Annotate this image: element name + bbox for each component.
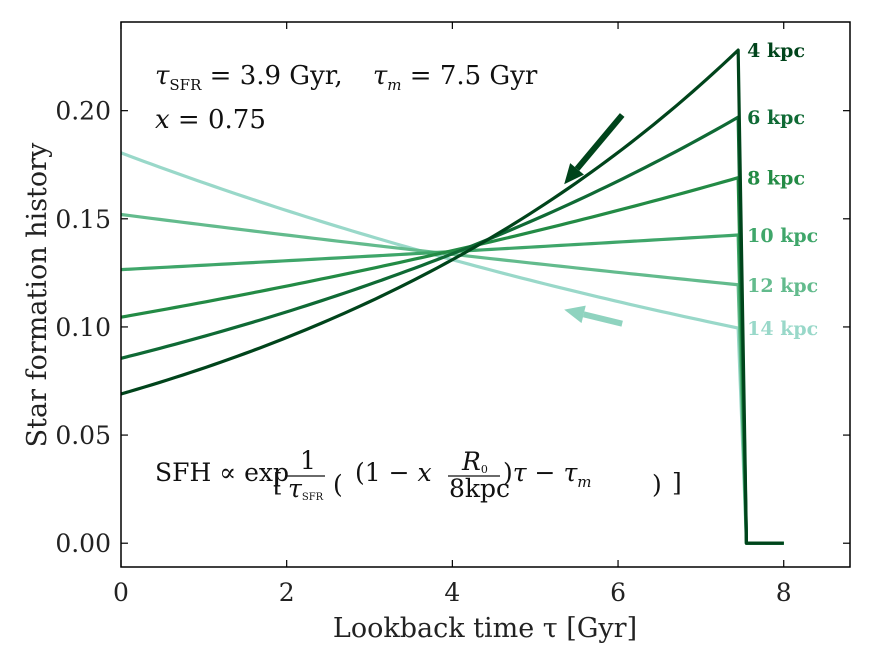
y-tick-label: 0.20 [55,97,111,126]
svg-text:R0: R0 [461,447,488,476]
y-axis-title: Star formation history [22,142,53,447]
series-line-6-kpc [120,115,784,545]
y-tick-label: 0.00 [55,529,111,558]
trend-arrow-1 [564,113,625,185]
y-tick-label: 0.15 [55,205,111,234]
svg-text:[: [ [273,468,283,497]
series-label-4-kpc: 4 kpc [747,40,805,62]
series-label-14-kpc: 14 kpc [747,318,818,340]
series-labels: 4 kpc 6 kpc 8 kpc 10 kpc 12 kpc 14 kpc [747,40,818,340]
svg-text:SFH ∝ exp: SFH ∝ exp [155,458,289,487]
series-label-6-kpc: 6 kpc [747,107,805,129]
svg-text:8kpc: 8kpc [449,474,510,503]
trend-arrow-2 [564,305,623,327]
svg-text:]: ] [672,468,682,497]
series-label-12-kpc: 12 kpc [747,275,818,297]
svg-text:): ) [652,470,662,499]
formula-annotation: SFH ∝ exp [ 1 τSFR ( (1 − x R0 8kpc )τ −… [155,446,682,503]
param-annotation-line2: x = 0.75 [155,105,266,135]
x-tick-label: 8 [776,578,792,607]
plot-frame [120,21,851,568]
svg-text:(: ( [333,470,343,499]
param-annotation-line1: τSFR = 3.9 Gyr, τm = 7.5 Gyr [155,61,538,94]
x-tick-label: 6 [610,578,626,607]
svg-text:1: 1 [300,446,316,475]
svg-text:(1 − x: (1 − x [355,458,432,487]
series-line-8-kpc [120,176,784,545]
svg-text:τSFR: τSFR [288,474,324,503]
axis-ticks: 0 2 4 6 8 0.00 0.05 0.10 0.15 0.20 [55,22,850,607]
svg-text:)τ − τm: )τ − τm [503,458,592,491]
series-line-4-kpc [120,48,784,545]
trend-arrows [564,113,625,327]
x-axis-title: Lookback time τ [Gyr] [333,613,637,644]
x-tick-label: 2 [279,578,295,607]
x-tick-label: 4 [444,578,460,607]
series-label-10-kpc: 10 kpc [747,225,818,247]
y-tick-label: 0.05 [55,421,111,450]
y-tick-label: 0.10 [55,313,111,342]
series-line-10-kpc [120,233,784,545]
series-lines [120,48,784,545]
x-tick-label: 0 [113,578,129,607]
series-label-8-kpc: 8 kpc [747,168,805,190]
